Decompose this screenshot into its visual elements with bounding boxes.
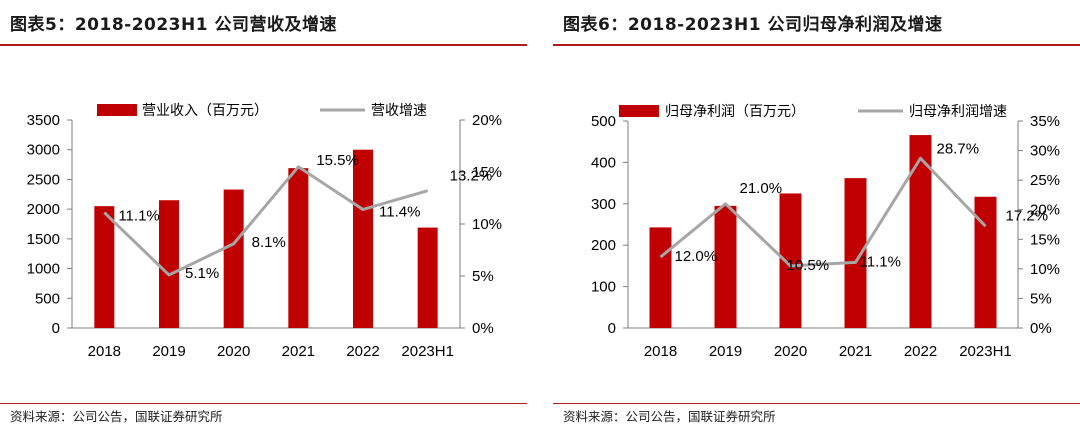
x-axis-tick-label: 2023H1 <box>959 343 1012 360</box>
left-axis-tick-label: 100 <box>591 279 616 296</box>
x-axis-tick-label: 2018 <box>644 343 677 360</box>
revenue-chart: 0 500 1000 1500 2000 2500 3000 3500 0% 5% 10% 15% 20… <box>27 102 502 360</box>
x-axis-tick-label: 2020 <box>774 343 807 360</box>
right-axis-tick-label: 20% <box>1030 202 1060 219</box>
x-axis-tick-label: 2019 <box>152 343 185 360</box>
x-axis-tick-label: 2018 <box>88 343 121 360</box>
right-axis-tick-label: 10% <box>1030 261 1060 278</box>
bar <box>223 189 244 328</box>
left-axis-tick-label: 500 <box>591 113 616 130</box>
data-label: 10.5% <box>787 257 830 274</box>
chart-panel-net-profit: 图表6：2018-2023H1 公司归母净利润及增速 0 100 200 300 400… <box>553 0 1080 425</box>
x-axis-tick-label: 2022 <box>904 343 937 360</box>
right-axis-tick-label: 5% <box>472 268 494 285</box>
left-axis-tick-label: 1500 <box>27 231 60 248</box>
source-note: 资料来源：公司公告，国联证券研究所 <box>10 409 223 424</box>
figure-title: 图表5：2018-2023H1 公司营收及增速 <box>10 15 337 35</box>
bar <box>649 227 672 328</box>
x-axis-tick-label: 2021 <box>282 343 315 360</box>
growth-line <box>659 156 987 268</box>
right-axis-tick-label: 15% <box>1030 231 1060 248</box>
right-axis-tick-label: 0% <box>472 320 494 337</box>
x-axis-tick-label: 2021 <box>839 343 872 360</box>
legend-line-label: 归母净利润增速 <box>909 103 1007 119</box>
bar <box>417 227 438 328</box>
title-divider <box>0 44 527 46</box>
data-label: 8.1% <box>252 234 286 251</box>
source-note: 资料来源：公司公告，国联证券研究所 <box>563 409 776 424</box>
chart-panel-revenue: 图表5：2018-2023H1 公司营收及增速 0 500 1000 1500 2000… <box>0 0 527 425</box>
left-axis-tick-label: 1000 <box>27 261 60 278</box>
title-divider <box>553 44 1080 46</box>
legend-bar-label: 营业收入（百万元） <box>142 102 268 118</box>
x-axis-tick-label: 2022 <box>346 343 379 360</box>
bar <box>94 206 115 328</box>
source-divider <box>0 403 527 404</box>
left-axis-tick-label: 500 <box>35 290 60 307</box>
data-label: 15.5% <box>316 152 359 169</box>
data-label: 17.2% <box>1006 207 1049 224</box>
growth-line <box>103 165 429 277</box>
x-axis-tick-label: 2020 <box>217 343 250 360</box>
legend-bar-label: 归母净利润（百万元） <box>665 103 805 119</box>
right-axis-tick-label: 35% <box>1030 113 1060 130</box>
left-axis-tick-label: 2500 <box>27 171 60 188</box>
legend-bar-swatch <box>619 105 659 117</box>
data-label: 5.1% <box>185 265 219 282</box>
left-axis-tick-label: 300 <box>591 196 616 213</box>
bar <box>714 205 737 328</box>
right-axis-tick-label: 0% <box>1030 320 1052 337</box>
bar <box>779 193 802 328</box>
right-axis-tick-label: 15% <box>472 164 502 181</box>
right-axis-tick-label: 5% <box>1030 290 1052 307</box>
left-axis-tick-label: 0 <box>52 320 60 337</box>
bar <box>909 135 932 328</box>
right-axis-tick-label: 25% <box>1030 172 1060 189</box>
data-label: 11.4% <box>379 203 420 220</box>
right-axis-tick-label: 20% <box>472 112 502 129</box>
x-axis-tick-label: 2023H1 <box>401 343 454 360</box>
left-axis-tick-label: 3500 <box>27 112 60 129</box>
data-label: 11.1% <box>118 208 159 225</box>
source-divider <box>553 403 1080 404</box>
data-label: 13.2% <box>450 168 493 185</box>
bar <box>288 168 309 328</box>
left-axis-tick-label: 2000 <box>27 201 60 218</box>
left-axis-tick-label: 200 <box>591 237 616 254</box>
left-axis-tick-label: 0 <box>608 320 616 337</box>
bar <box>844 178 867 328</box>
legend-line-label: 营收增速 <box>371 102 427 118</box>
bar <box>353 149 373 328</box>
net-profit-chart: 0 100 200 300 400 500 0% 5% 10% 15% 20% 25% 30% 35% 20… <box>591 103 1060 360</box>
right-axis-tick-label: 30% <box>1030 143 1060 160</box>
data-label: 21.0% <box>740 180 783 197</box>
data-label: 11.1% <box>860 253 901 270</box>
figure-title: 图表6：2018-2023H1 公司归母净利润及增速 <box>563 15 943 35</box>
right-axis-tick-label: 10% <box>472 216 502 233</box>
bar <box>159 200 179 328</box>
left-axis-tick-label: 3000 <box>27 142 60 159</box>
bar <box>974 196 997 328</box>
legend-bar-swatch <box>97 104 137 116</box>
left-axis-tick-label: 400 <box>591 154 616 171</box>
x-axis-tick-label: 2019 <box>709 343 742 360</box>
data-label: 12.0% <box>675 248 718 265</box>
data-label: 28.7% <box>937 140 980 157</box>
